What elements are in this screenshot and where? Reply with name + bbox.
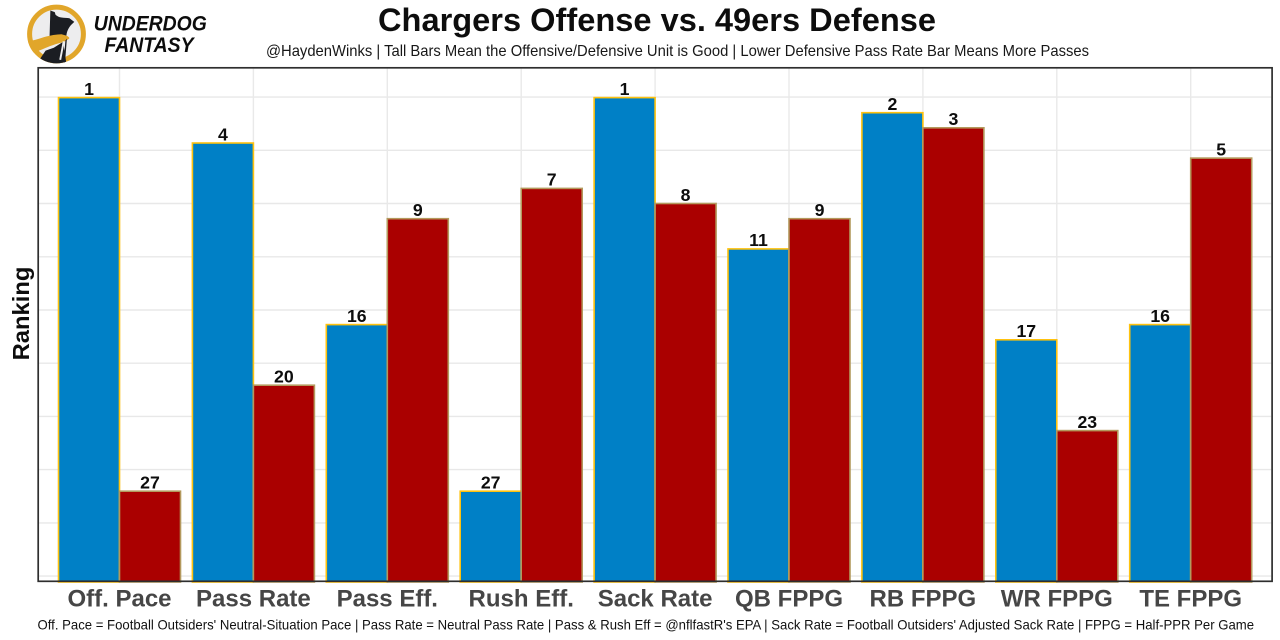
svg-text:16: 16 xyxy=(347,306,367,326)
svg-text:UNDERDOG: UNDERDOG xyxy=(94,12,207,35)
svg-text:Chargers Offense vs. 49ers Def: Chargers Offense vs. 49ers Defense xyxy=(378,1,936,38)
svg-text:9: 9 xyxy=(413,200,423,220)
svg-text:QB FPPG: QB FPPG xyxy=(735,586,843,613)
svg-text:27: 27 xyxy=(140,473,160,493)
svg-text:11: 11 xyxy=(749,230,768,250)
svg-text:RB FPPG: RB FPPG xyxy=(870,586,977,613)
svg-text:9: 9 xyxy=(815,200,825,220)
svg-text:27: 27 xyxy=(481,473,501,493)
svg-text:Sack Rate: Sack Rate xyxy=(598,586,713,613)
svg-text:Ranking: Ranking xyxy=(8,267,34,361)
svg-text:Off. Pace: Off. Pace xyxy=(67,586,171,613)
svg-text:Rush Eff.: Rush Eff. xyxy=(469,586,574,613)
svg-text:8: 8 xyxy=(681,185,691,205)
svg-text:FANTASY: FANTASY xyxy=(105,34,196,57)
svg-text:@HaydenWinks | Tall Bars Mean: @HaydenWinks | Tall Bars Mean the Offens… xyxy=(266,43,1089,60)
svg-text:1: 1 xyxy=(84,79,94,99)
svg-text:5: 5 xyxy=(1216,139,1226,159)
svg-text:1: 1 xyxy=(620,79,630,99)
svg-text:TE FPPG: TE FPPG xyxy=(1139,586,1242,613)
svg-text:Off. Pace = Football Outsiders: Off. Pace = Football Outsiders' Neutral-… xyxy=(38,616,1255,632)
svg-text:Pass Rate: Pass Rate xyxy=(196,586,311,613)
svg-text:17: 17 xyxy=(1016,321,1036,341)
svg-text:4: 4 xyxy=(218,124,228,144)
svg-text:7: 7 xyxy=(547,170,557,190)
svg-text:20: 20 xyxy=(274,367,294,387)
svg-text:3: 3 xyxy=(948,109,958,129)
svg-text:2: 2 xyxy=(887,94,897,114)
svg-text:16: 16 xyxy=(1150,306,1170,326)
svg-text:23: 23 xyxy=(1077,412,1097,432)
svg-text:WR FPPG: WR FPPG xyxy=(1001,586,1113,613)
svg-text:Pass Eff.: Pass Eff. xyxy=(337,586,438,613)
